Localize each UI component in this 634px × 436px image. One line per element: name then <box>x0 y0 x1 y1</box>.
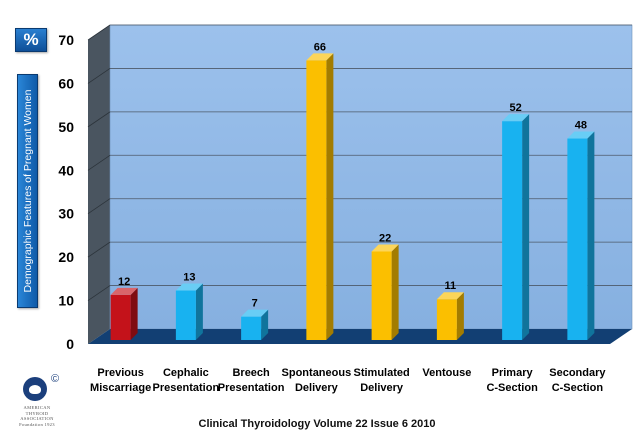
x-category-label: Primary C-Section <box>486 367 538 394</box>
x-category-label: Spontaneous Delivery <box>282 367 352 394</box>
bar <box>371 244 399 340</box>
logo-line: Foundation 1923 <box>19 421 55 427</box>
bar-top <box>371 244 399 252</box>
y-tick-label: 70 <box>58 32 74 48</box>
bar <box>502 114 530 341</box>
bar-top <box>502 114 530 122</box>
bar <box>175 283 203 340</box>
y-axis-label-box: Demographic Features of Pregnant Women <box>17 74 38 308</box>
bar <box>567 131 595 340</box>
bar-front <box>436 299 457 340</box>
gridline-side <box>87 154 111 171</box>
bar-side <box>587 131 595 340</box>
bar-side <box>261 309 269 340</box>
logo-line: ASSOCIATION <box>20 416 54 422</box>
bar-top <box>241 309 269 317</box>
x-category-label: Previous Miscarriage <box>90 367 151 394</box>
logo-line: THYROID <box>25 410 49 416</box>
gridline-side <box>87 241 111 258</box>
y-tick-label: 50 <box>58 119 74 135</box>
bar-value-label: 11 <box>445 280 457 292</box>
bar-value-label: 48 <box>575 120 587 132</box>
bar-front <box>371 251 392 340</box>
x-category-label: Breech Presentation <box>218 367 285 394</box>
plot-background <box>88 24 633 344</box>
bar-side <box>456 292 464 340</box>
plot-floor <box>88 329 632 344</box>
bar-side <box>326 53 334 340</box>
bars: 12 13 7 66 22 11 52 48 <box>110 41 595 341</box>
bar-front <box>306 60 327 340</box>
plot-back-wall <box>109 24 633 330</box>
gridline-side <box>87 198 111 215</box>
citation-footer: Clinical Thyroidology Volume 22 Issue 6 … <box>198 418 436 430</box>
gridline-side <box>87 68 111 84</box>
copyright-icon: © <box>51 373 60 385</box>
x-category-label: Secondary C-Section <box>549 367 606 394</box>
y-tick-label: 20 <box>58 249 74 265</box>
bar-side <box>195 283 203 340</box>
bar-value-label: 13 <box>183 272 195 284</box>
plot-side-wall <box>88 25 110 344</box>
bar <box>306 53 334 340</box>
bar-side <box>391 244 399 340</box>
x-category-label: Cephalic Presentation <box>153 367 220 394</box>
logo-wordmark: AMERICAN THYROID ASSOCIATION Foundation … <box>11 405 63 427</box>
y-tick-label: 30 <box>58 206 74 222</box>
american-thyroid-association-logo: © AMERICAN THYROID ASSOCIATION Foundatio… <box>11 373 63 429</box>
y-tick-label: 10 <box>58 293 74 309</box>
bar-front <box>241 316 262 340</box>
bar-value-label: 52 <box>510 102 522 114</box>
thyroid-emblem-icon <box>23 377 47 401</box>
bar-side <box>130 287 138 340</box>
bar-front <box>567 138 588 340</box>
y-tick-label: 0 <box>66 336 74 352</box>
bar-top <box>175 283 203 291</box>
bar-top <box>436 292 464 300</box>
x-category-label: Ventouse <box>422 367 471 379</box>
y-tick-label: 40 <box>58 162 74 178</box>
bar <box>110 287 138 340</box>
logo-line: AMERICAN <box>23 405 51 410</box>
bar <box>436 292 464 340</box>
bar-value-label: 66 <box>314 41 326 53</box>
gridline-side <box>87 24 111 41</box>
bar-top <box>110 287 138 295</box>
bar-front <box>110 294 131 340</box>
bar-front <box>502 121 523 341</box>
bar-front <box>175 290 196 340</box>
bar-value-label: 7 <box>252 298 258 310</box>
x-category-label: Stimulated Delivery <box>354 367 410 394</box>
bar-value-label: 12 <box>118 276 130 288</box>
percent-unit-badge: % <box>15 28 47 52</box>
y-axis-title: Demographic Features of Pregnant Women <box>21 89 34 293</box>
bar-value-label: 22 <box>379 232 391 244</box>
bar-top <box>306 53 334 61</box>
gridline-side <box>87 285 111 301</box>
bar <box>241 309 269 340</box>
gridline-side <box>87 111 111 128</box>
bar-side <box>522 114 530 341</box>
y-tick-label: 60 <box>58 75 74 91</box>
y-axis-ticks: 0 10 20 30 40 50 60 70 <box>58 32 74 352</box>
bar-top <box>567 131 595 139</box>
